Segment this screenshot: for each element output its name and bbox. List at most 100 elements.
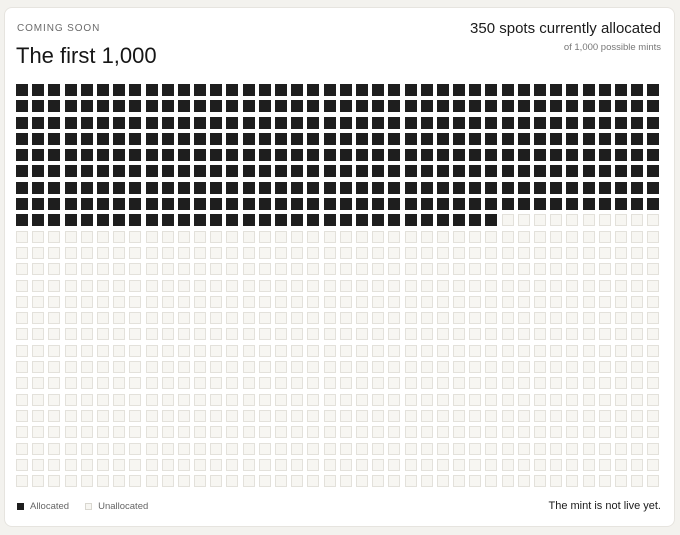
unallocated-spot	[647, 442, 660, 455]
allocated-spot	[113, 100, 126, 113]
unallocated-spot	[242, 377, 255, 390]
allocated-spot	[226, 165, 239, 178]
unallocated-spot	[485, 377, 498, 390]
unallocated-spot	[388, 442, 401, 455]
allocated-spot	[485, 165, 498, 178]
unallocated-spot	[275, 246, 287, 259]
allocated-spot	[194, 84, 207, 96]
unallocated-spot	[194, 409, 207, 422]
allocated-spot	[226, 116, 239, 129]
allocated-spot	[242, 149, 255, 162]
unallocated-spot	[404, 458, 417, 471]
allocated-spot	[323, 132, 336, 145]
unallocated-spot	[210, 409, 223, 422]
allocated-spot	[80, 214, 93, 227]
unallocated-spot	[388, 409, 401, 422]
allocated-spot	[32, 132, 45, 145]
allocated-spot	[631, 100, 644, 113]
unallocated-spot	[323, 312, 336, 325]
allocated-spot	[161, 132, 174, 145]
unallocated-spot	[485, 246, 498, 259]
unallocated-spot	[145, 393, 158, 406]
allocated-spot	[210, 84, 223, 96]
unallocated-spot	[517, 458, 530, 471]
unallocated-spot	[194, 230, 207, 243]
allocated-spot	[534, 149, 546, 162]
unallocated-spot	[420, 328, 433, 341]
unallocated-spot	[436, 377, 449, 390]
unallocated-spot	[291, 263, 304, 276]
unallocated-spot	[16, 295, 28, 308]
allocated-spot	[64, 149, 77, 162]
unallocated-spot	[242, 442, 255, 455]
allocated-spot	[436, 100, 449, 113]
unallocated-spot	[631, 426, 644, 439]
unallocated-spot	[113, 279, 126, 292]
unallocated-spot	[550, 442, 563, 455]
unallocated-spot	[113, 312, 126, 325]
unallocated-spot	[582, 246, 595, 259]
unallocated-spot	[48, 295, 61, 308]
unallocated-spot	[566, 458, 579, 471]
allocated-spot	[307, 165, 320, 178]
allocated-spot	[404, 132, 417, 145]
unallocated-spot	[275, 475, 287, 488]
allocated-spot	[339, 198, 352, 211]
unallocated-spot	[372, 295, 385, 308]
unallocated-spot	[372, 442, 385, 455]
unallocated-spot	[32, 409, 45, 422]
allocated-spot	[453, 165, 466, 178]
unallocated-spot	[372, 426, 385, 439]
allocated-spot	[177, 149, 190, 162]
unallocated-spot	[80, 295, 93, 308]
unallocated-spot	[501, 328, 514, 341]
unallocated-spot	[485, 295, 498, 308]
allocated-spot	[145, 181, 158, 194]
unallocated-spot	[339, 442, 352, 455]
unallocated-spot	[80, 393, 93, 406]
allocated-spot	[631, 149, 644, 162]
unallocated-spot	[388, 377, 401, 390]
allocated-spot	[404, 84, 417, 96]
unallocated-spot	[550, 312, 563, 325]
allocated-spot	[647, 116, 660, 129]
unallocated-spot	[275, 344, 287, 357]
unallocated-spot	[242, 246, 255, 259]
allocated-spot	[469, 165, 482, 178]
unallocated-spot	[436, 295, 449, 308]
unallocated-spot	[404, 263, 417, 276]
unallocated-spot	[550, 344, 563, 357]
unallocated-spot	[16, 312, 28, 325]
allocated-spot	[404, 214, 417, 227]
unallocated-spot	[420, 279, 433, 292]
allocated-spot	[372, 181, 385, 194]
unallocated-spot	[80, 328, 93, 341]
unallocated-spot	[80, 377, 93, 390]
unallocated-spot	[16, 475, 28, 488]
unallocated-spot	[96, 426, 109, 439]
allocated-spot	[275, 100, 287, 113]
allocated-spot	[226, 84, 239, 96]
unallocated-spot	[258, 295, 271, 308]
unallocated-spot	[631, 475, 644, 488]
allocated-spot	[647, 84, 660, 96]
unallocated-spot	[550, 409, 563, 422]
unallocated-spot	[372, 361, 385, 374]
allocated-spot	[210, 100, 223, 113]
unallocated-spot	[453, 393, 466, 406]
unallocated-spot	[534, 214, 546, 227]
unallocated-spot	[291, 230, 304, 243]
unallocated-spot	[631, 393, 644, 406]
unallocated-spot	[501, 377, 514, 390]
unallocated-spot	[64, 230, 77, 243]
unallocated-spot	[631, 442, 644, 455]
unallocated-spot	[550, 458, 563, 471]
unallocated-spot	[469, 361, 482, 374]
unallocated-spot	[388, 230, 401, 243]
unallocated-spot	[48, 344, 61, 357]
allocated-spot	[145, 116, 158, 129]
unallocated-spot	[517, 409, 530, 422]
unallocated-spot	[534, 344, 546, 357]
unallocated-spot	[64, 279, 77, 292]
unallocated-spot	[517, 442, 530, 455]
